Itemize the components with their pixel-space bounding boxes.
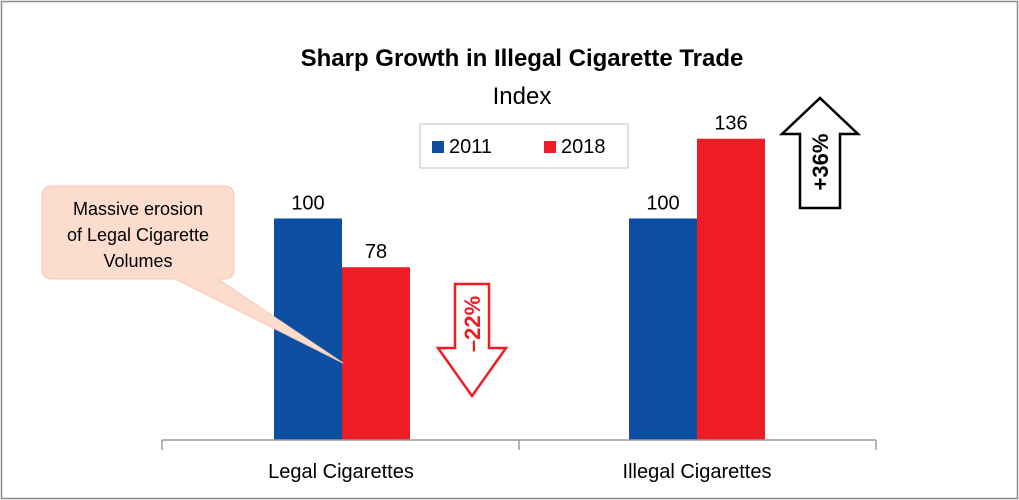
data-label-2018-illegal: 136 (714, 113, 747, 135)
legend-swatch-2011 (432, 141, 444, 153)
bars (274, 138, 765, 440)
down-arrow-label: –22% (460, 296, 485, 352)
down-arrow-icon (435, 282, 509, 399)
up-arrow-annotation: +36% (778, 96, 862, 210)
x-axis: Legal Cigarettes Illegal Cigarettes (161, 439, 877, 483)
chart-title: Sharp Growth in Illegal Cigarette Trade (301, 45, 744, 72)
callout-line-1: Massive erosion (73, 199, 203, 219)
chart-subtitle: Index (493, 83, 552, 110)
erosion-callout: Massive erosion of Legal Cigarette Volum… (41, 185, 344, 364)
legend-label-2018: 2018 (561, 136, 606, 158)
bar-2018-legal (342, 267, 410, 440)
bar-labels: 100 78 100 136 (291, 113, 747, 263)
data-label-2011-legal: 100 (291, 192, 324, 214)
data-label-2011-illegal: 100 (646, 192, 679, 214)
x-tick-label-legal: Legal Cigarettes (268, 461, 414, 483)
callout-line-3: Volumes (103, 251, 172, 271)
legend-swatch-2018 (544, 141, 556, 153)
bar-2018-illegal (697, 138, 765, 440)
legend-label-2011: 2011 (449, 136, 492, 158)
callout-shape (41, 185, 344, 364)
x-tick-label-illegal: Illegal Cigarettes (623, 461, 772, 483)
up-arrow-icon (778, 96, 862, 210)
up-arrow-label: +36% (808, 134, 833, 191)
callout-line-2: of Legal Cigarette (67, 225, 209, 245)
legend: 2011 2018 (419, 123, 629, 169)
data-label-2018-legal: 78 (365, 241, 387, 263)
bar-2011-illegal (629, 218, 697, 440)
down-arrow-annotation: –22% (435, 282, 509, 399)
legend-box (419, 123, 629, 169)
